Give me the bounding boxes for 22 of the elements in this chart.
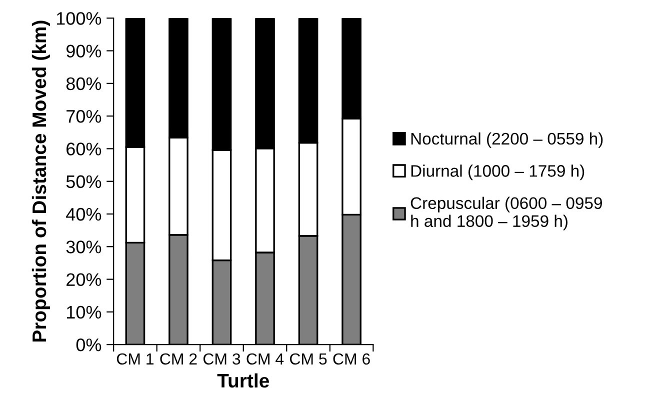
y-tick-label: 90% <box>66 44 102 58</box>
x-tick-label: CM 1 <box>116 353 154 365</box>
x-tick-label: CM 4 <box>246 353 284 365</box>
legend-label: Nocturnal (2200 – 0559 h) <box>411 132 603 148</box>
y-tick-label: 60% <box>66 142 102 156</box>
y-tick-label: 10% <box>67 306 102 319</box>
y-tick-label: 50% <box>66 175 102 188</box>
legend-label: Crepuscular (0600 – 0959 h and 1800 – 1959 h) <box>410 196 602 230</box>
y-axis-title: Proportion of Distance Moved (km) <box>32 20 50 342</box>
x-tick-label: CM 5 <box>290 353 327 365</box>
x-tick-label: CM 3 <box>203 353 240 365</box>
y-tick-label: 20% <box>66 273 102 286</box>
y-tick-label: 0% <box>76 338 102 352</box>
x-tick-label: CM 2 <box>160 353 197 365</box>
y-tick-label: 80% <box>66 77 102 90</box>
legend-label: Diurnal (1000 – 1759 h) <box>411 164 584 180</box>
y-tick-label: 100% <box>56 12 102 25</box>
y-tick-label: 70% <box>66 110 102 123</box>
y-tick-label: 40% <box>66 208 102 221</box>
x-tick-label: CM 6 <box>333 353 370 365</box>
y-tick-label: 30% <box>66 240 102 254</box>
x-axis-title: Turtle <box>217 373 270 388</box>
